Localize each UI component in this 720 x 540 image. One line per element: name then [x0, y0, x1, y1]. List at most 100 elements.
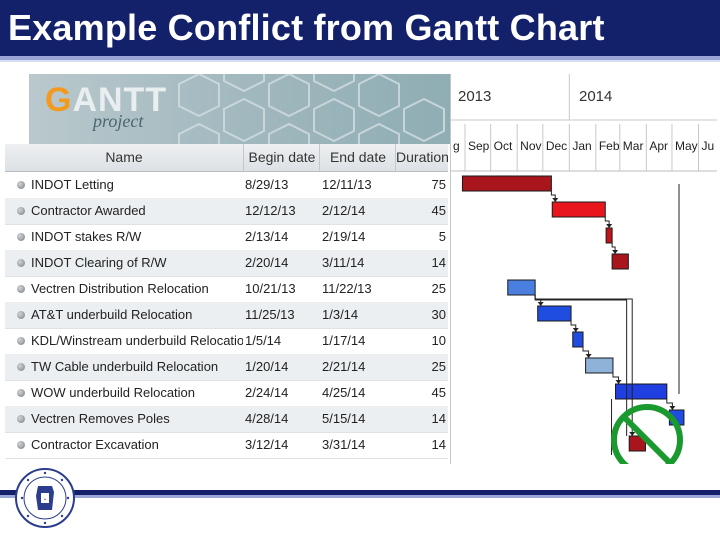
- duration-cell: 5: [438, 229, 446, 244]
- task-table-header: Name Begin date End date Duration: [5, 144, 449, 172]
- begin-date-cell: 12/12/13: [245, 203, 296, 218]
- end-date-cell: 2/12/14: [322, 203, 366, 218]
- gantt-bar: [537, 305, 572, 322]
- table-row[interactable]: TW Cable underbuild Relocation 1/20/14 2/2…: [5, 354, 448, 381]
- task-bullet-icon: [17, 389, 25, 397]
- dependency-arrowhead: [552, 198, 559, 202]
- begin-date-cell: 3/12/14: [245, 437, 289, 452]
- slide-title: Example Conflict from Gantt Chart: [8, 7, 605, 48]
- begin-date-cell: 2/20/14: [245, 255, 289, 270]
- begin-date-cell: 11/25/13: [245, 307, 295, 322]
- task-bullet-icon: [17, 415, 25, 423]
- duration-cell: 14: [431, 437, 446, 452]
- dependency-arrowhead: [612, 250, 619, 254]
- end-date-cell: 1/3/14: [322, 307, 359, 322]
- begin-date-cell: 2/13/14: [245, 229, 289, 244]
- gantt-bar: [605, 227, 613, 244]
- task-bullet-icon: [17, 233, 25, 241]
- task-name-cell: Contractor Excavation: [31, 437, 159, 452]
- task-bullet-icon: [17, 259, 25, 267]
- duration-cell: 10: [431, 333, 446, 348]
- month-label: Oct: [494, 139, 513, 153]
- hexagon-pattern: [178, 74, 445, 144]
- svg-text:•: •: [44, 497, 46, 503]
- end-date-cell: 1/17/14: [322, 333, 366, 348]
- slide-title-bar: Example Conflict from Gantt Chart: [0, 0, 720, 56]
- month-label: Nov: [520, 139, 541, 153]
- task-bullet-icon: [17, 441, 25, 449]
- gantt-bar: [507, 279, 536, 296]
- gantt-bar: [551, 201, 606, 218]
- dependency-arrowhead: [629, 432, 636, 436]
- end-date-cell: 11/22/13: [322, 281, 372, 296]
- task-name-cell: Contractor Awarded: [31, 203, 146, 218]
- month-label: Apr: [649, 139, 668, 153]
- task-bullet-icon: [17, 181, 25, 189]
- column-header-name[interactable]: Name: [105, 149, 143, 165]
- title-divider-light: [0, 60, 720, 62]
- table-row[interactable]: Contractor Excavation 3/12/14 3/31/14 14: [5, 432, 448, 459]
- duration-cell: 25: [431, 281, 446, 296]
- task-name-cell: INDOT Letting: [31, 177, 114, 192]
- table-row[interactable]: Contractor Awarded 12/12/13 2/12/14 45: [5, 198, 448, 225]
- task-bullet-icon: [17, 311, 25, 319]
- table-row[interactable]: KDL/Winstream underbuild Relocation 1/5/1…: [5, 328, 448, 355]
- gantt-bars-canvas: g Sep Oct Nov Dec Jan Feb Mar Apr May Ju: [451, 74, 717, 464]
- title-divider: [0, 56, 720, 60]
- month-label: Jan: [572, 139, 591, 153]
- table-row[interactable]: INDOT Letting 8/29/13 12/11/13 75: [5, 172, 448, 199]
- task-name-cell: INDOT stakes R/W: [31, 229, 142, 244]
- month-label: g: [453, 139, 460, 153]
- table-row[interactable]: INDOT Clearing of R/W 2/20/14 3/11/14 14: [5, 250, 448, 277]
- table-row[interactable]: WOW underbuild Relocation 2/24/14 4/25/14 4…: [5, 380, 448, 407]
- dependency-arrowhead: [606, 224, 613, 228]
- task-name-cell: WOW underbuild Relocation: [31, 385, 196, 400]
- month-label: Sep: [468, 139, 490, 153]
- dependency-arrowhead: [585, 354, 592, 358]
- table-row[interactable]: AT&T underbuild Relocation 11/25/13 1/3/14…: [5, 302, 448, 329]
- end-date-cell: 3/31/14: [322, 437, 366, 452]
- end-date-cell: 3/11/14: [322, 255, 365, 270]
- dependency-arrowhead: [615, 380, 622, 384]
- year-label: 2013: [458, 88, 492, 105]
- footer-divider: [0, 490, 720, 495]
- task-name-cell: Vectren Removes Poles: [31, 411, 170, 426]
- month-label: May: [675, 139, 698, 153]
- duration-cell: 25: [431, 359, 446, 374]
- table-row[interactable]: INDOT stakes R/W 2/13/14 2/19/14 5: [5, 224, 448, 251]
- task-bullet-icon: [17, 363, 25, 371]
- duration-cell: 45: [431, 385, 446, 400]
- gantt-bar: [611, 253, 629, 270]
- begin-date-cell: 1/5/14: [245, 333, 282, 348]
- dependency-arrowhead: [669, 406, 676, 410]
- gantt-bar: [461, 175, 552, 192]
- table-row[interactable]: Vectren Distribution Relocation 10/21/13 1…: [5, 276, 448, 303]
- end-date-cell: 4/25/14: [322, 385, 366, 400]
- end-date-cell: 2/19/14: [322, 229, 366, 244]
- gantt-timeline: 2013 2014 g Sep Oct Nov Dec Jan Feb Mar Apr May Ju: [450, 74, 717, 464]
- month-label: Feb: [599, 139, 620, 153]
- ganttproject-logo: GANTT project: [45, 81, 168, 131]
- column-header-duration[interactable]: Duration: [395, 144, 449, 171]
- begin-date-cell: 10/21/13: [245, 281, 296, 296]
- duration-cell: 30: [431, 307, 446, 322]
- month-label: Dec: [546, 139, 567, 153]
- table-row[interactable]: Vectren Removes Poles 4/28/14 5/15/14 14: [5, 406, 448, 433]
- indot-seal-icon: •: [15, 468, 75, 528]
- column-header-begin-date[interactable]: Begin date: [243, 144, 320, 171]
- gantt-bar: [628, 435, 646, 452]
- footer-divider-light: [0, 495, 720, 498]
- duration-cell: 14: [431, 255, 446, 270]
- gantt-screenshot: GANTT project Name Begin date End date D…: [5, 74, 717, 464]
- begin-date-cell: 1/20/14: [245, 359, 289, 374]
- dependency-arrowhead: [572, 328, 579, 332]
- column-header-end-date[interactable]: End date: [319, 144, 396, 171]
- no-entry-slash: [621, 414, 673, 464]
- dependency-arrow: [534, 295, 628, 436]
- begin-date-cell: 4/28/14: [245, 411, 289, 426]
- task-name-cell: KDL/Winstream underbuild Relocation: [31, 333, 243, 348]
- task-name-cell: AT&T underbuild Relocation: [31, 307, 193, 322]
- month-label: Mar: [623, 139, 644, 153]
- logo-banner: GANTT project: [29, 74, 453, 144]
- task-name-cell: INDOT Clearing of R/W: [31, 255, 167, 270]
